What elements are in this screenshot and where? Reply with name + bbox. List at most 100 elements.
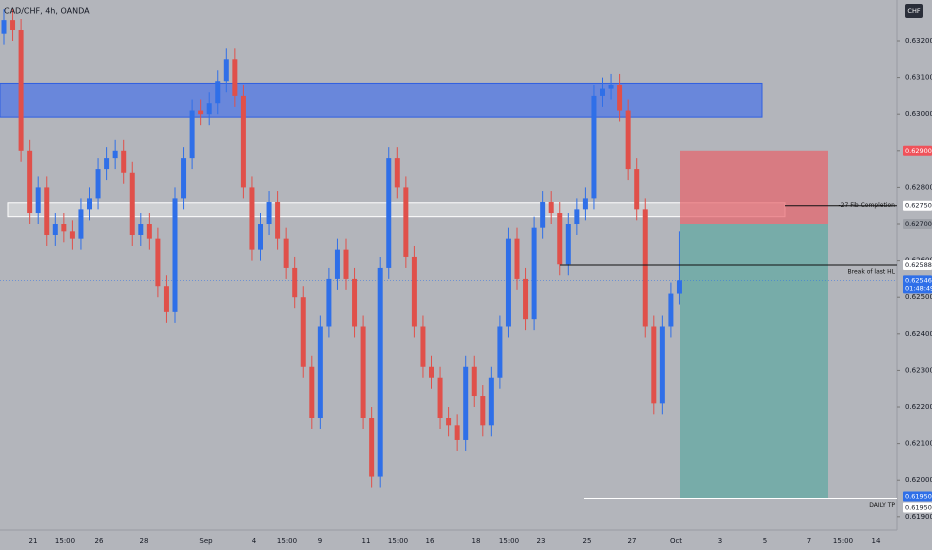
candle-body (172, 198, 178, 312)
candle-body (317, 326, 323, 418)
candle-body (163, 286, 169, 312)
candle-body (35, 187, 41, 214)
y-tick-label: 0.63100 (905, 74, 932, 82)
entry-tag-label: 0.62700 (905, 220, 932, 228)
candle-body (488, 377, 494, 426)
candle-body (44, 187, 50, 235)
hl-tag (903, 260, 932, 270)
x-tick-label: 11 (362, 537, 371, 545)
candle-body (240, 95, 246, 188)
candle-body (608, 84, 614, 89)
candle-body (420, 326, 426, 367)
zone (0, 82, 763, 118)
candle-body (574, 209, 580, 225)
candle-body (10, 20, 16, 31)
candle-body (27, 150, 33, 214)
x-tick-label: 27 (628, 537, 637, 545)
x-tick-label: 23 (537, 537, 546, 545)
candle-body (223, 59, 229, 82)
candle-body (642, 209, 648, 327)
candle-body (215, 81, 221, 104)
candle-body (61, 224, 67, 232)
candle-body (454, 425, 460, 440)
candle-body (266, 202, 272, 225)
candle-body (659, 326, 665, 404)
last-price-tag (903, 275, 932, 294)
currency-label[interactable]: CHF (907, 7, 920, 15)
candle-body (300, 297, 306, 367)
candle-body (625, 110, 631, 170)
candle-body (429, 366, 434, 378)
candle-body (121, 150, 127, 173)
y-tick-label: 0.62300 (905, 366, 932, 374)
currency-button[interactable] (905, 4, 923, 18)
candle-body (309, 366, 315, 418)
candle-body (360, 326, 366, 418)
candle-body (403, 187, 409, 257)
level-note: -27 Fib Completion (839, 202, 896, 209)
candle-body (206, 103, 212, 115)
y-tick-label: 0.61900 (905, 513, 932, 521)
candle-body (548, 202, 554, 214)
y-tick-label: 0.63200 (905, 37, 932, 45)
x-tick-label: 16 (426, 537, 435, 545)
fib-tag-label: 0.62750 (905, 202, 932, 210)
chart-title: CAD/CHF, 4h, OANDA (4, 7, 90, 16)
y-tick-label: 0.63000 (905, 110, 932, 118)
candle-body (523, 278, 529, 320)
tp-tag (903, 491, 932, 502)
candle-body (189, 110, 195, 159)
y-tick-label: 0.62400 (905, 330, 932, 338)
stop-tag (903, 145, 932, 156)
candle-body (334, 249, 340, 279)
candle-body (531, 227, 537, 320)
candle-body (505, 238, 511, 327)
x-tick-label: 4 (252, 537, 257, 545)
candle-body (463, 366, 469, 440)
x-tick-label: Sep (199, 537, 213, 545)
stop-tag-label: 0.62900 (905, 147, 932, 155)
y-tick-label: 0.62200 (905, 403, 932, 411)
x-tick-label: 7 (807, 537, 811, 545)
candle-body (411, 256, 417, 327)
x-tick-label: Oct (670, 537, 682, 545)
candle-body (258, 224, 263, 250)
x-tick-label: 25 (583, 537, 592, 545)
target-tag-label: 0.61950 (905, 504, 932, 512)
candle-body (95, 169, 101, 199)
countdown-label: 01:48:49 (905, 284, 932, 292)
fib-tag (903, 200, 932, 211)
candle-body (668, 293, 674, 327)
candle-body (676, 280, 682, 294)
candle-body (437, 377, 443, 418)
candle-body (471, 366, 477, 397)
candle-body (198, 110, 204, 115)
candle-body (138, 224, 144, 235)
candle-body (69, 231, 75, 239)
candle-body (112, 150, 118, 159)
candle-body (292, 267, 298, 298)
candle-body (394, 158, 400, 188)
candle-body (617, 84, 623, 111)
candle-body (52, 224, 58, 235)
candle-body (155, 238, 161, 287)
stop-zone (680, 150, 828, 225)
candle-body (497, 326, 503, 378)
candle-body (283, 238, 289, 268)
x-tick-label: 21 (29, 537, 38, 545)
candle-body (591, 95, 597, 199)
candle-body (78, 209, 84, 239)
x-tick-label: 3 (718, 537, 722, 545)
candle-body (557, 213, 563, 265)
target-tag (903, 502, 932, 513)
candle-body (446, 417, 452, 426)
x-tick-label: 15:00 (833, 537, 853, 545)
candle-body (18, 30, 24, 151)
candle-body (326, 278, 332, 327)
candle-body (352, 278, 358, 327)
candle-body (369, 417, 375, 477)
plot (0, 9, 897, 500)
candle-body (129, 172, 135, 235)
